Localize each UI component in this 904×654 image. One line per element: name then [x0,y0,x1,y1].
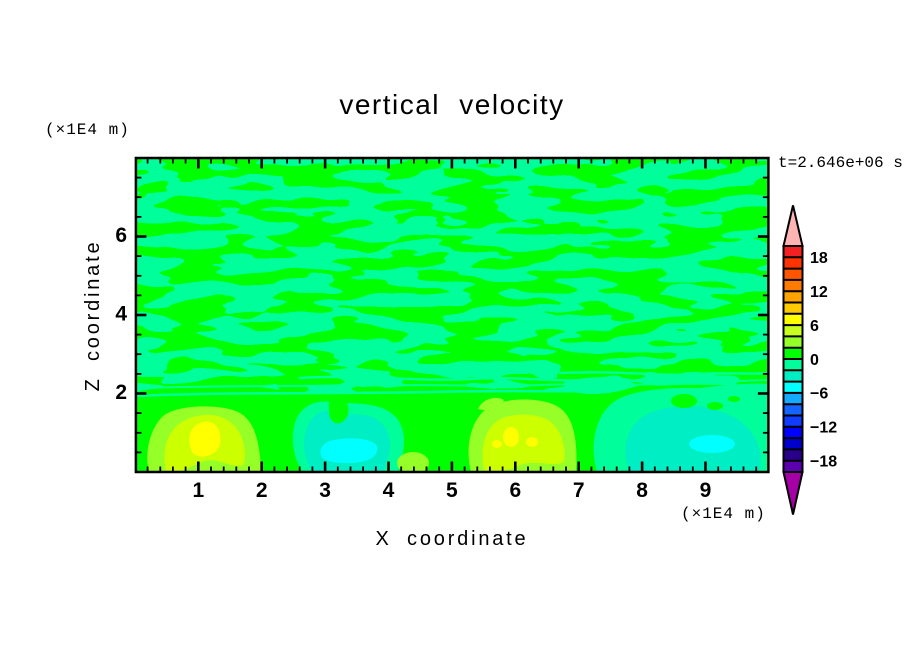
svg-text:3: 3 [319,479,331,502]
svg-text:−12: −12 [810,420,837,437]
svg-text:Z coordinate: Z coordinate [82,240,104,392]
svg-text:(×1E4 m): (×1E4 m) [45,121,130,139]
svg-text:2: 2 [115,381,127,404]
svg-text:5: 5 [446,479,458,502]
svg-text:0: 0 [810,352,819,369]
svg-text:2: 2 [256,479,268,502]
svg-text:1: 1 [192,479,204,502]
svg-text:vertical velocity: vertical velocity [339,89,564,120]
svg-text:−6: −6 [810,386,828,403]
svg-text:8: 8 [636,479,648,502]
svg-text:12: 12 [810,284,828,301]
svg-text:6: 6 [115,224,127,247]
svg-text:4: 4 [115,303,127,326]
svg-text:X coordinate: X coordinate [376,528,529,550]
svg-text:(×1E4 m): (×1E4 m) [681,505,766,523]
svg-text:−18: −18 [810,454,837,471]
svg-text:t=2.646e+06 s: t=2.646e+06 s [778,154,903,172]
svg-text:6: 6 [810,318,819,335]
svg-text:6: 6 [509,479,521,502]
svg-text:4: 4 [383,479,395,502]
svg-text:9: 9 [700,479,712,502]
svg-text:7: 7 [573,479,585,502]
svg-text:18: 18 [810,250,828,267]
